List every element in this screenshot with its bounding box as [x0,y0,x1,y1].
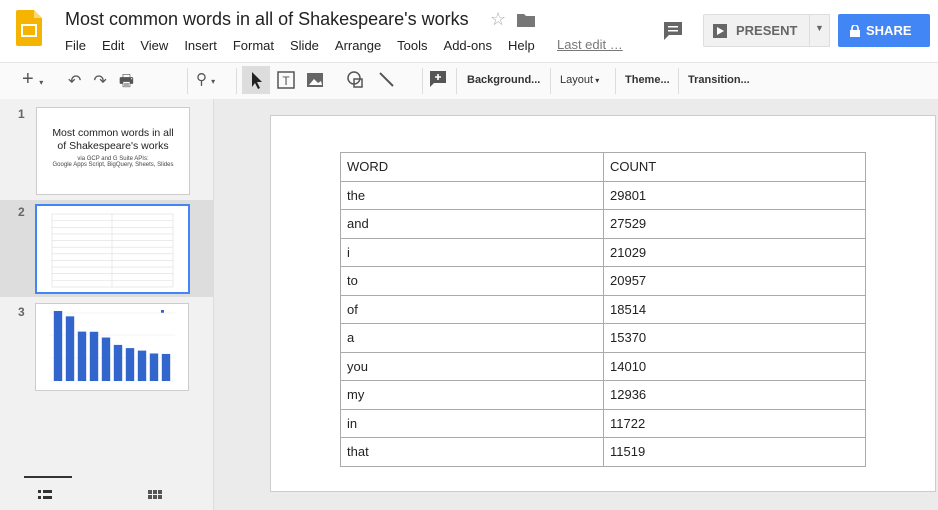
toolbar-button[interactable]: Layout ▾ [560,74,600,86]
zoom-button[interactable]: ⚲ ▾ [196,71,216,88]
menu-item[interactable]: Arrange [334,38,382,53]
slide-thumb-1[interactable]: Most common words in all of Shakespeare'… [36,107,190,195]
word-cell: the [340,180,604,210]
slides-logo[interactable] [16,10,42,46]
table-row: you 14010 [340,351,866,381]
count-cell: 20957 [603,266,866,296]
table-row: to 20957 [340,266,866,296]
menu-item[interactable]: Add-ons [443,38,492,53]
comments-icon[interactable] [663,21,683,41]
present-button[interactable]: PRESENT [703,14,811,47]
table-row: a 15370 [340,323,866,353]
toolbar-separator [615,68,616,94]
table-header: WORD COUNT [340,152,866,182]
edit-tools[interactable]: ↶↷🖶 [68,73,146,90]
toolbar-button[interactable]: Background... [467,74,541,86]
count-cell: 15370 [603,323,866,353]
slide-number: 2 [18,205,25,219]
thumb-detail: Google Apps Script, BigQuery, Sheets, Sl… [52,162,174,168]
slide-thumb-2[interactable] [35,204,190,294]
word-cell: a [340,323,604,353]
select-tool[interactable] [242,66,270,94]
present-label: PRESENT [736,23,798,38]
grid-view[interactable] [148,490,162,500]
word-cell: to [340,266,604,296]
thumb-bar [65,316,75,381]
table-row: and 27529 [340,209,866,239]
menu-item[interactable]: Help [507,38,535,53]
thumb-bar [125,348,135,381]
table-row: my 12936 [340,380,866,410]
word-count-table: WORD COUNT the 29801 and 27529 i 21029 to 20957… [340,152,866,467]
new-slide-button[interactable]: + ▾ [22,68,44,90]
star-icon[interactable]: ☆ [490,9,507,29]
word-cell: you [340,351,604,381]
menu-item[interactable]: File [65,38,86,53]
menu-item[interactable]: Insert [184,38,217,53]
count-cell: 12936 [603,380,866,410]
table-row: in 11722 [340,408,866,438]
slide-thumb-3[interactable] [35,303,190,391]
menu-item[interactable]: Slide [290,38,319,53]
toolbar [0,62,938,100]
share-button[interactable]: SHARE [838,14,930,47]
thumb-bar [113,344,123,381]
folder-icon[interactable] [517,13,535,27]
slide-number: 1 [18,107,25,121]
count-cell: 14010 [603,351,866,381]
comment-add[interactable] [429,70,447,88]
table-row: of 18514 [340,294,866,324]
thumb-bar [149,353,159,381]
word-cell: that [340,437,604,467]
thumb-bar [137,350,147,381]
doc-title[interactable]: Most common words in all of Shakespeare'… [65,9,469,29]
thumb-subtitle: via GCP and G Suite APIs: [77,156,149,162]
thumb-bar [101,337,111,381]
thumb-bar [53,311,63,381]
menu-item[interactable]: View [140,38,169,53]
menu-item[interactable]: Format [232,38,274,53]
filmstrip-tab-indicator [24,476,72,478]
menu-item[interactable]: Edit [101,38,125,53]
table-row: that 11519 [340,437,866,467]
count-cell: 11722 [603,408,866,438]
header-cell: WORD [340,152,604,182]
filmstrip-view[interactable] [38,490,52,500]
menu-item[interactable]: Tools [397,38,428,53]
count-cell: 21029 [603,237,866,267]
count-cell: 18514 [603,294,866,324]
thumb-bar [89,331,99,381]
slide-number: 3 [18,305,25,319]
last-edit[interactable]: Last edit … [557,37,623,52]
menu-bar: File Edit View Insert Format Slide Arrange Tool… [65,37,551,55]
word-cell: i [340,237,604,267]
word-cell: my [340,380,604,410]
present-dropdown[interactable]: ▼ [809,14,830,47]
thumb-bar [77,331,87,381]
header-cell: COUNT [603,152,866,182]
thumb-title: Most common words in all of Shakespeare'… [52,127,174,152]
slide: WORD COUNT the 29801 and 27529 i 21029 to 20957… [270,115,936,492]
thumb-bar [161,353,171,381]
word-cell: in [340,408,604,438]
word-cell: of [340,294,604,324]
table-row: the 29801 [340,180,866,210]
count-cell: 27529 [603,209,866,239]
count-cell: 29801 [603,180,866,210]
table-row: i 21029 [340,237,866,267]
share-label: SHARE [866,23,912,38]
toolbar-button[interactable]: Theme... [625,74,670,86]
word-cell: and [340,209,604,239]
toolbar-separator [678,68,679,94]
count-cell: 11519 [603,437,866,467]
insert-tools[interactable]: T [276,70,416,90]
toolbar-separator [550,68,551,94]
toolbar-button[interactable]: Transition... [688,74,750,86]
svg-text:T: T [282,74,290,88]
